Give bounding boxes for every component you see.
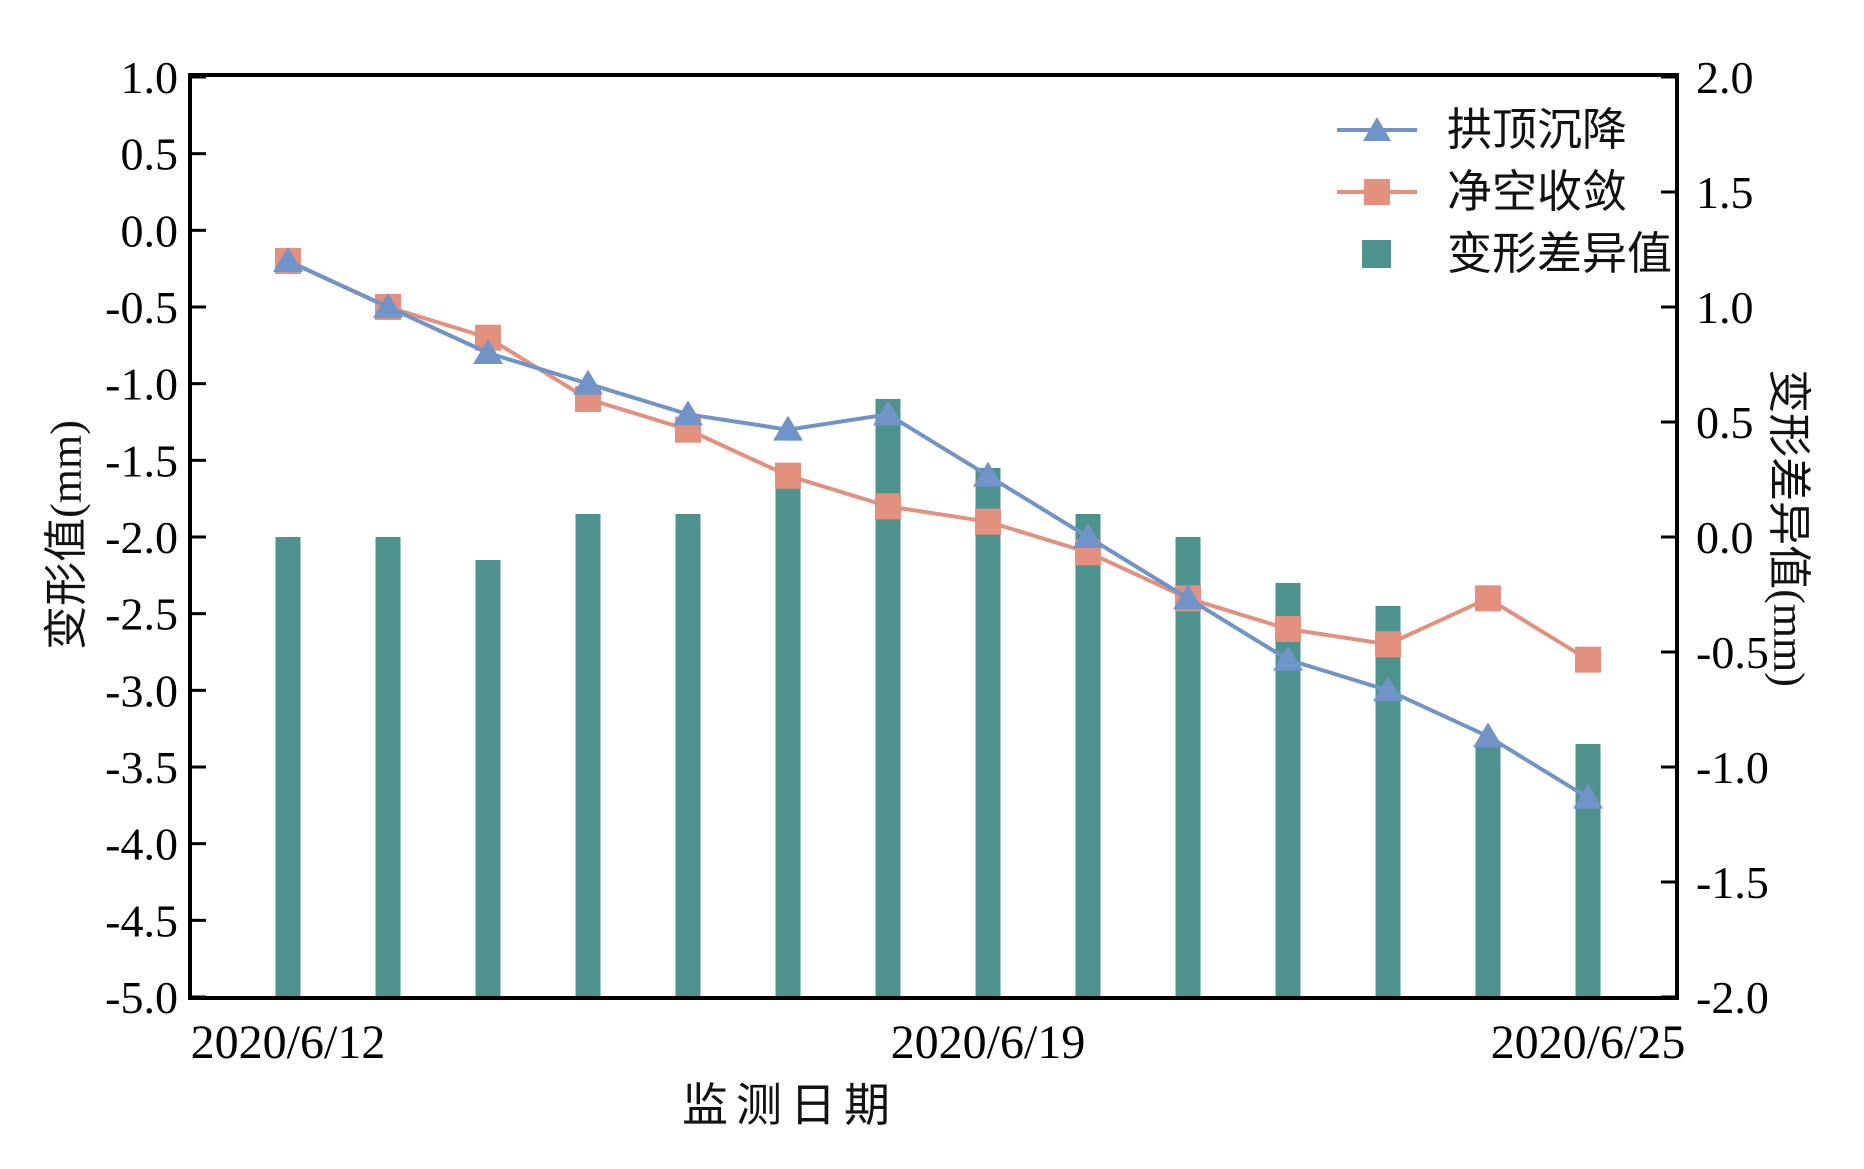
square-marker <box>1275 616 1301 642</box>
legend-label-clearance-convergence: 净空收敛 <box>1447 166 1628 217</box>
triangle-marker <box>673 400 703 426</box>
left-axis-tick-label: -2.0 <box>105 512 178 563</box>
bar-deformation-difference <box>875 399 901 998</box>
right-axis-tick-label: 2.0 <box>1696 52 1754 103</box>
line-square-marker-icon <box>1337 179 1417 205</box>
legend-item-deformation-difference: 变形差异值 <box>1335 223 1672 285</box>
right-axis-tick-label: -1.0 <box>1696 742 1769 793</box>
bar-deformation-difference <box>1175 537 1201 998</box>
bar-deformation-difference <box>1075 514 1101 998</box>
left-axis-title: 变形值(mm) <box>42 420 91 650</box>
bar-deformation-difference <box>1575 744 1601 998</box>
square-marker <box>875 493 901 520</box>
bar-deformation-difference <box>575 514 601 998</box>
right-axis-tick-label: 1.0 <box>1696 282 1754 333</box>
bar-deformation-difference <box>975 468 1001 998</box>
legend-label-deformation-difference: 变形差异值 <box>1447 228 1673 279</box>
x-axis-tick-label: 2020/6/19 <box>891 1016 1086 1069</box>
right-axis-tick-label: 1.5 <box>1696 167 1754 218</box>
left-axis-tick-label: -4.5 <box>105 895 178 946</box>
series-arch-settlement-line <box>287 259 1590 800</box>
square-marker <box>1475 585 1501 612</box>
right-axis-tick-label: -0.5 <box>1696 627 1769 678</box>
triangle-marker <box>1573 783 1603 809</box>
triangle-marker <box>873 400 903 426</box>
square-marker <box>775 462 801 489</box>
triangle-marker <box>1073 523 1103 548</box>
triangle-marker <box>1173 584 1203 610</box>
series-clearance-convergence-line <box>287 259 1590 662</box>
bar-deformation-difference <box>675 514 701 998</box>
right-axis-tick-label: -1.5 <box>1696 857 1769 908</box>
bar-deformation-difference <box>1375 606 1401 998</box>
triangle-marker <box>573 369 603 395</box>
bar-deformation-difference <box>475 560 501 998</box>
triangle-marker <box>773 415 803 441</box>
legend-item-clearance-convergence: 净空收敛 <box>1335 161 1672 223</box>
left-axis-tick-label: 0.0 <box>121 205 179 256</box>
right-axis-tick-label: 0.5 <box>1696 397 1754 448</box>
triangle-marker <box>1473 722 1503 748</box>
left-axis-tick-label: 0.5 <box>121 129 179 180</box>
triangle-marker <box>273 247 303 272</box>
bar-deformation-difference <box>775 468 801 998</box>
right-axis-tick-label: -2.0 <box>1696 972 1769 1023</box>
left-axis-tick-label: -0.5 <box>105 282 178 333</box>
legend-label-arch-settlement: 拱顶沉降 <box>1447 104 1628 155</box>
left-axis-tick-label: -3.5 <box>105 742 178 793</box>
triangle-marker <box>473 339 503 364</box>
triangle-marker <box>1373 676 1403 702</box>
triangle-marker <box>973 461 1003 487</box>
right-axis-title: 变形差异值(mm) <box>1764 369 1813 687</box>
bar-deformation-difference <box>1475 744 1501 998</box>
left-axis-tick-label: -4.0 <box>105 819 178 870</box>
left-axis-tick-label: -2.5 <box>105 589 178 640</box>
line-triangle-marker-icon <box>1337 117 1417 141</box>
left-axis-tick-label: 1.0 <box>121 52 179 103</box>
bar-deformation-difference <box>275 537 301 998</box>
bar-deformation-difference <box>375 537 401 998</box>
triangle-marker <box>373 293 403 318</box>
bar-swatch-icon <box>1362 240 1391 268</box>
plot-frame <box>188 73 1679 1000</box>
left-axis-tick-label: -1.5 <box>105 435 178 486</box>
square-marker <box>1575 646 1601 673</box>
right-axis-tick-label: 0.0 <box>1696 512 1754 563</box>
square-marker <box>1375 631 1401 658</box>
legend: 拱顶沉降 净空收敛 变形差异值 <box>1335 99 1672 285</box>
left-axis-tick-label: -1.0 <box>105 359 178 410</box>
left-axis-tick-label: -5.0 <box>105 972 178 1023</box>
x-axis-title: 监测日期 <box>682 1080 898 1131</box>
triangle-marker <box>1273 645 1303 671</box>
square-marker <box>975 508 1001 535</box>
x-axis-tick-label: 2020/6/12 <box>191 1016 386 1069</box>
x-axis-tick-label: 2020/6/25 <box>1491 1016 1686 1069</box>
bar-deformation-difference <box>1275 583 1301 998</box>
left-axis-tick-label: -3.0 <box>105 665 178 716</box>
legend-item-arch-settlement: 拱顶沉降 <box>1335 99 1672 161</box>
